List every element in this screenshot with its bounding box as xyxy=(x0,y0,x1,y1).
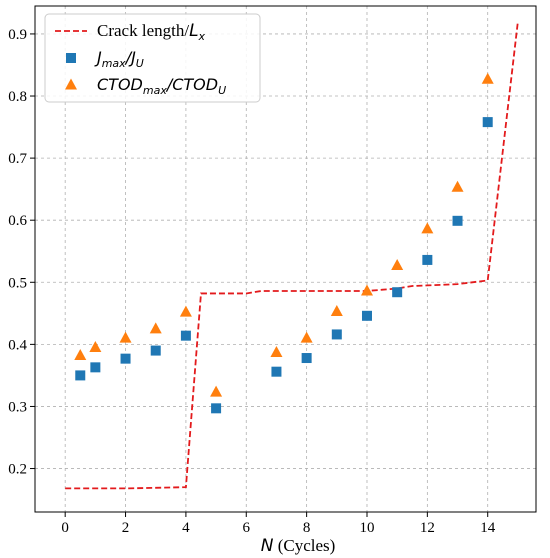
y-tick-label: 0.9 xyxy=(8,27,27,43)
jmax-point xyxy=(180,330,191,341)
jmax-point xyxy=(482,117,493,128)
x-tick-label: 4 xyxy=(182,520,190,536)
ctod-point xyxy=(270,345,283,357)
jmax-point xyxy=(150,345,161,356)
ctod-point xyxy=(300,331,313,343)
ctod-point xyxy=(149,322,162,334)
x-axis-label: N (Cycles) xyxy=(261,536,336,556)
ctod-point xyxy=(421,222,434,234)
legend-triangle-swatch xyxy=(65,78,77,90)
x-tick-label: 14 xyxy=(480,520,496,536)
y-tick-label: 0.6 xyxy=(8,213,27,229)
x-tick-label: 0 xyxy=(61,520,69,536)
ctod-point xyxy=(330,304,343,316)
jmax-point xyxy=(271,366,282,377)
x-tick-label: 10 xyxy=(359,520,374,536)
jmax-point xyxy=(331,329,342,340)
jmax-point xyxy=(392,287,403,298)
x-axis-var: N xyxy=(261,536,274,556)
y-tick-label: 0.7 xyxy=(8,151,27,167)
y-tick-label: 0.5 xyxy=(8,275,27,291)
jmax-point xyxy=(301,353,312,364)
ctod-point xyxy=(481,72,494,84)
y-tick-label: 0.2 xyxy=(8,462,27,478)
y-tick-label: 0.3 xyxy=(8,399,27,415)
legend-label-crack-length: Crack length/Lx xyxy=(97,21,206,43)
x-tick-label: 2 xyxy=(122,520,130,536)
x-tick-label: 6 xyxy=(243,520,251,536)
jmax-point xyxy=(422,254,433,265)
jmax-point xyxy=(75,370,86,381)
plot-area xyxy=(65,21,519,490)
y-tick-label: 0.8 xyxy=(8,89,27,105)
axes: 0 2 4 6 8 10 12 14 0.2 0.3 0.4 0.5 0.6 0.7 0.8 0.9 xyxy=(8,5,537,536)
legend: Crack length/Lx Jmax/JU CTODmax/CTODU xyxy=(44,13,261,103)
jmax-point xyxy=(120,353,131,364)
ctod-point xyxy=(119,331,132,343)
legend-label-jmax: Jmax/JU xyxy=(94,48,144,70)
ctod-point xyxy=(391,259,404,271)
ctod-point xyxy=(179,305,192,317)
jmax-point xyxy=(90,362,101,373)
legend-label-ctod: CTODmax/CTODU xyxy=(97,75,226,97)
legend-box xyxy=(44,13,261,103)
x-axis-unit: (Cycles) xyxy=(273,536,335,555)
y-tick-label: 0.4 xyxy=(8,337,27,353)
plot-frame xyxy=(34,5,537,513)
ctod-point xyxy=(89,340,102,352)
ctod-point xyxy=(210,385,223,397)
ctod-point xyxy=(451,180,464,192)
x-tick-label: 12 xyxy=(420,520,435,536)
jmax-point xyxy=(211,403,222,414)
jmax-point xyxy=(452,215,463,226)
jmax-point xyxy=(361,310,372,321)
x-tick-label: 8 xyxy=(303,520,311,536)
ctod-point xyxy=(360,284,373,296)
ctod-point xyxy=(74,349,87,361)
legend-square-swatch xyxy=(66,53,76,63)
